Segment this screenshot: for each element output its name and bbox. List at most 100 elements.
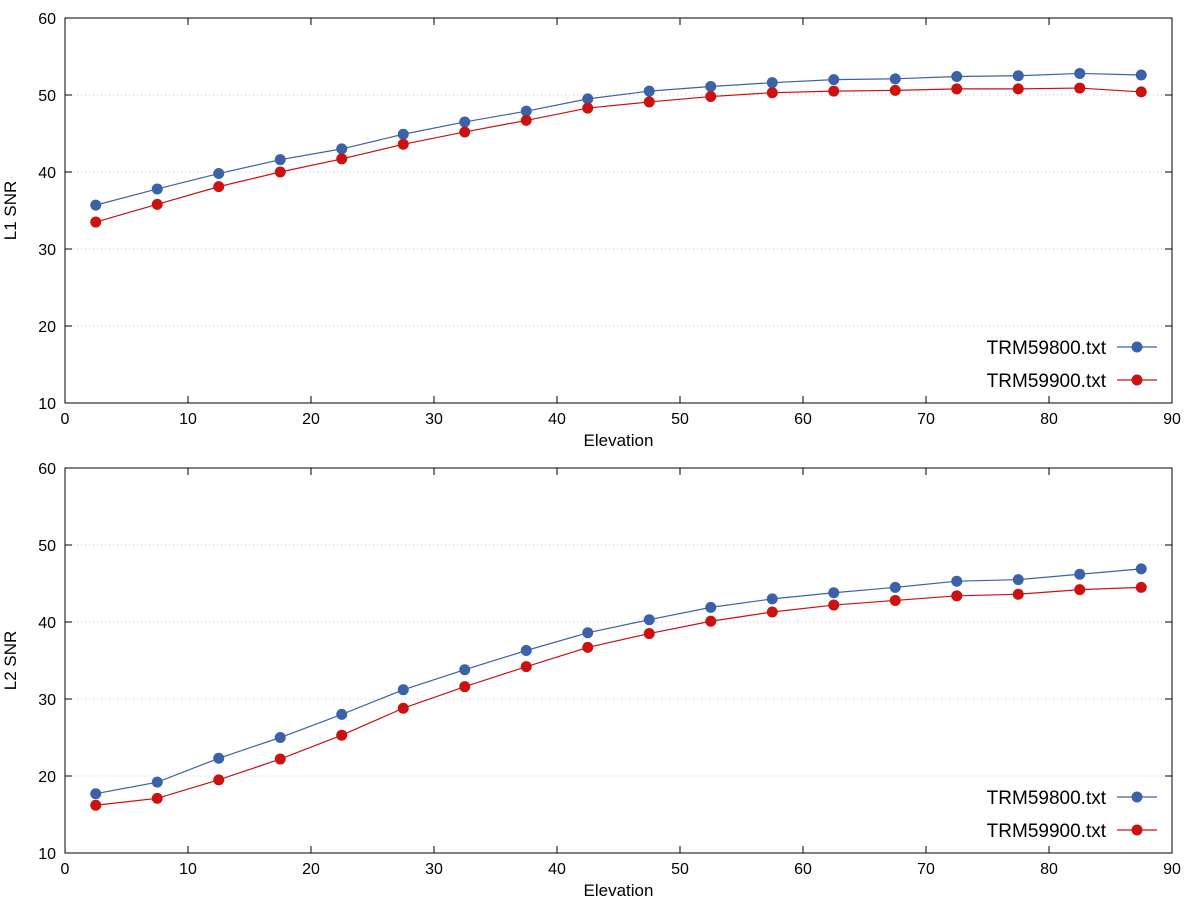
x-tick-label: 90 (1163, 411, 1181, 428)
data-point (397, 702, 409, 714)
data-point (828, 74, 840, 86)
l1-snr-chart: 0 10 20 30 40 50 60 70 80 90 10 20 30 40 50 60 Elevation… (1, 11, 1181, 450)
x-axis-title: Elevation (584, 881, 654, 900)
data-point (336, 143, 348, 155)
data-point (397, 684, 409, 696)
data-point (1012, 588, 1024, 600)
data-point (889, 594, 901, 606)
data-point (274, 753, 286, 765)
data-point (336, 708, 348, 720)
series-line-1 (95, 586, 1142, 806)
data-point (274, 166, 286, 178)
data-point (889, 73, 901, 85)
x-tick-label: 50 (671, 411, 689, 428)
data-point (1135, 581, 1147, 593)
data-point (705, 81, 717, 93)
y-tick-label: 40 (38, 165, 56, 182)
data-point (336, 729, 348, 741)
data-point (213, 168, 225, 180)
x-tick-label: 30 (425, 411, 443, 428)
x-tick-label: 30 (425, 861, 443, 878)
data-point (582, 627, 594, 639)
x-tick-label: 20 (302, 411, 320, 428)
y-tick-label: 60 (38, 461, 56, 478)
data-point (889, 581, 901, 593)
data-point (459, 126, 471, 138)
legend-marker (1131, 374, 1143, 386)
series-line-0 (95, 72, 1142, 206)
x-axis-title: Elevation (584, 431, 654, 450)
y-tick-label: 50 (38, 538, 56, 555)
data-point (582, 93, 594, 105)
data-point (1135, 69, 1147, 81)
x-tick-label: 70 (917, 861, 935, 878)
y-tick-label: 40 (38, 615, 56, 632)
data-point (1074, 82, 1086, 94)
data-point (90, 199, 102, 211)
data-point (274, 732, 286, 743)
data-point (1074, 584, 1086, 596)
data-point (520, 644, 532, 656)
data-point (582, 641, 594, 653)
y-tick-label: 10 (38, 846, 56, 863)
y-tick-label: 20 (38, 769, 56, 786)
y-axis-title: L2 SNR (1, 631, 20, 691)
x-tick-label: 20 (302, 861, 320, 878)
y-tick-label: 50 (38, 88, 56, 105)
data-point (459, 116, 471, 128)
x-tick-label: 0 (61, 411, 70, 428)
x-tick-label: 80 (1040, 411, 1058, 428)
data-point (151, 198, 163, 210)
data-point (828, 85, 840, 97)
x-tick-label: 70 (917, 411, 935, 428)
data-point (582, 102, 594, 114)
data-point (151, 776, 163, 788)
x-tick-label: 10 (179, 411, 197, 428)
data-point (213, 181, 225, 193)
x-tick-label: 0 (61, 861, 70, 878)
series-line-1 (95, 87, 1142, 223)
data-point (459, 664, 471, 676)
series-line-0 (95, 568, 1142, 795)
legend-label: TRM59900.txt (987, 821, 1107, 842)
data-point (90, 216, 102, 228)
legend-marker (1131, 824, 1143, 836)
data-point (951, 590, 963, 602)
data-point (889, 84, 901, 96)
data-point (705, 91, 717, 103)
data-point (705, 615, 717, 627)
data-point (90, 799, 102, 811)
y-tick-label: 30 (38, 692, 56, 709)
data-point (336, 153, 348, 165)
legend-marker (1131, 791, 1143, 803)
data-point (397, 138, 409, 150)
data-point (1074, 568, 1086, 580)
data-point (1012, 70, 1024, 82)
y-tick-label: 20 (38, 319, 56, 336)
y-axis-title: L1 SNR (1, 181, 20, 241)
data-point (766, 87, 778, 99)
data-point (643, 628, 655, 640)
x-tick-label: 80 (1040, 861, 1058, 878)
y-tick-label: 60 (38, 11, 56, 28)
x-tick-label: 10 (179, 861, 197, 878)
x-tick-label: 90 (1163, 861, 1181, 878)
data-point (643, 614, 655, 626)
l2-snr-chart: 0 10 20 30 40 50 60 70 80 90 10 20 30 40 50 60 Elevation… (1, 461, 1181, 900)
data-point (520, 114, 532, 126)
x-tick-label: 50 (671, 861, 689, 878)
data-point (1012, 83, 1024, 95)
data-point (1074, 67, 1086, 79)
data-point (643, 96, 655, 108)
x-tick-label: 40 (548, 861, 566, 878)
data-point (951, 83, 963, 95)
y-tick-label: 10 (38, 396, 56, 413)
data-point (151, 792, 163, 804)
data-point (274, 154, 286, 166)
data-point (213, 752, 225, 764)
legend-label: TRM59800.txt (987, 788, 1107, 809)
data-point (459, 681, 471, 693)
data-point (151, 183, 163, 195)
data-point (828, 599, 840, 611)
